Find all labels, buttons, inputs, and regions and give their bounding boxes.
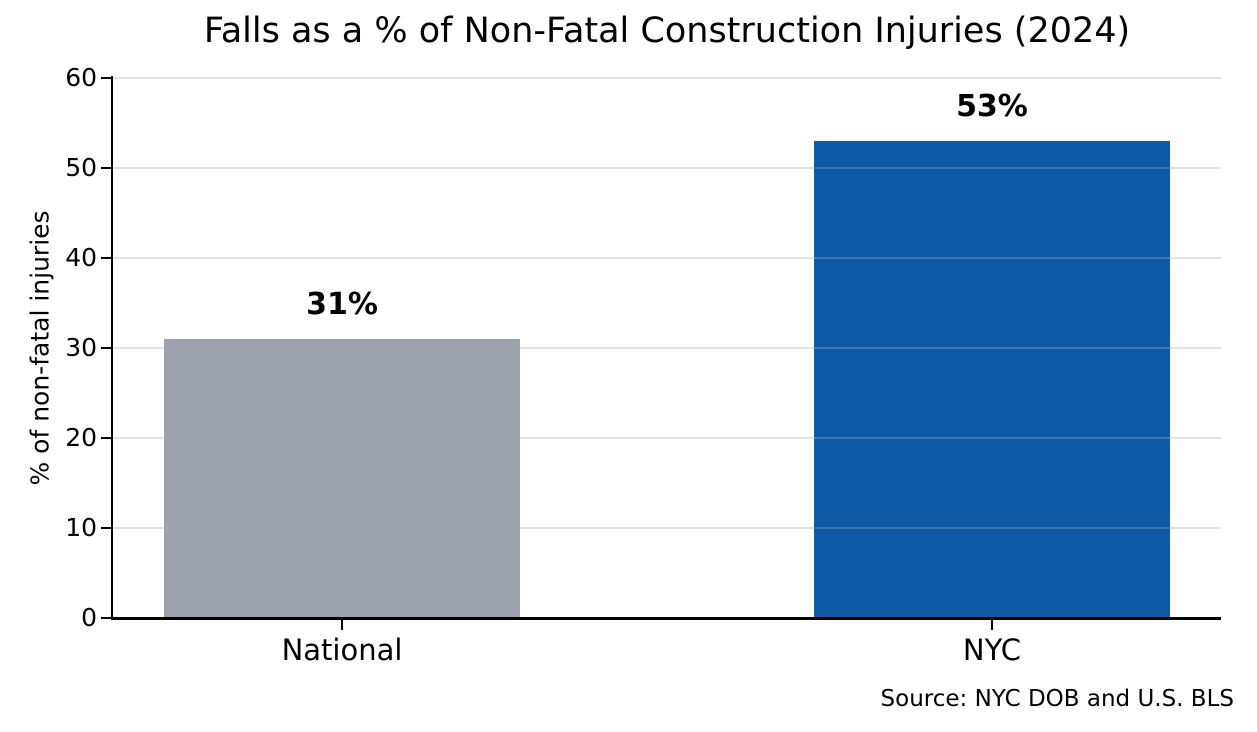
x-tick-label: NYC (962, 633, 1021, 667)
y-tick-mark (101, 346, 111, 350)
y-tick-label: 40 (65, 243, 97, 272)
y-tick-label: 50 (65, 153, 97, 182)
y-tick-mark (101, 76, 111, 80)
source-note: Source: NYC DOB and U.S. BLS (880, 686, 1234, 712)
y-tick-label: 10 (65, 513, 97, 542)
gridline-10 (113, 527, 1221, 529)
x-tick-mark (340, 620, 344, 630)
gridline-60 (113, 77, 1221, 79)
chart-title: Falls as a % of Non-Fatal Construction I… (203, 11, 1131, 51)
y-tick-mark (101, 166, 111, 170)
y-tick-mark (101, 436, 111, 440)
x-tick-label: National (281, 633, 403, 667)
y-tick-label: 0 (81, 603, 97, 632)
gridline-20 (113, 437, 1221, 439)
x-axis-spine (110, 617, 1221, 620)
y-axis-spine (110, 76, 113, 620)
x-tick-mark (990, 620, 994, 630)
bar-value-label: 53% (956, 89, 1028, 124)
gridline-40 (113, 257, 1221, 259)
y-tick-mark (101, 616, 111, 620)
bar-nyc (813, 141, 1170, 618)
bar-national (164, 339, 521, 618)
gridline-50 (113, 167, 1221, 169)
y-tick-mark (101, 256, 111, 260)
gridline-30 (113, 347, 1221, 349)
y-tick-mark (101, 526, 111, 530)
y-tick-label: 20 (65, 423, 97, 452)
y-tick-label: 60 (65, 63, 97, 92)
bar-value-label: 31% (306, 287, 378, 322)
y-tick-label: 30 (65, 333, 97, 362)
